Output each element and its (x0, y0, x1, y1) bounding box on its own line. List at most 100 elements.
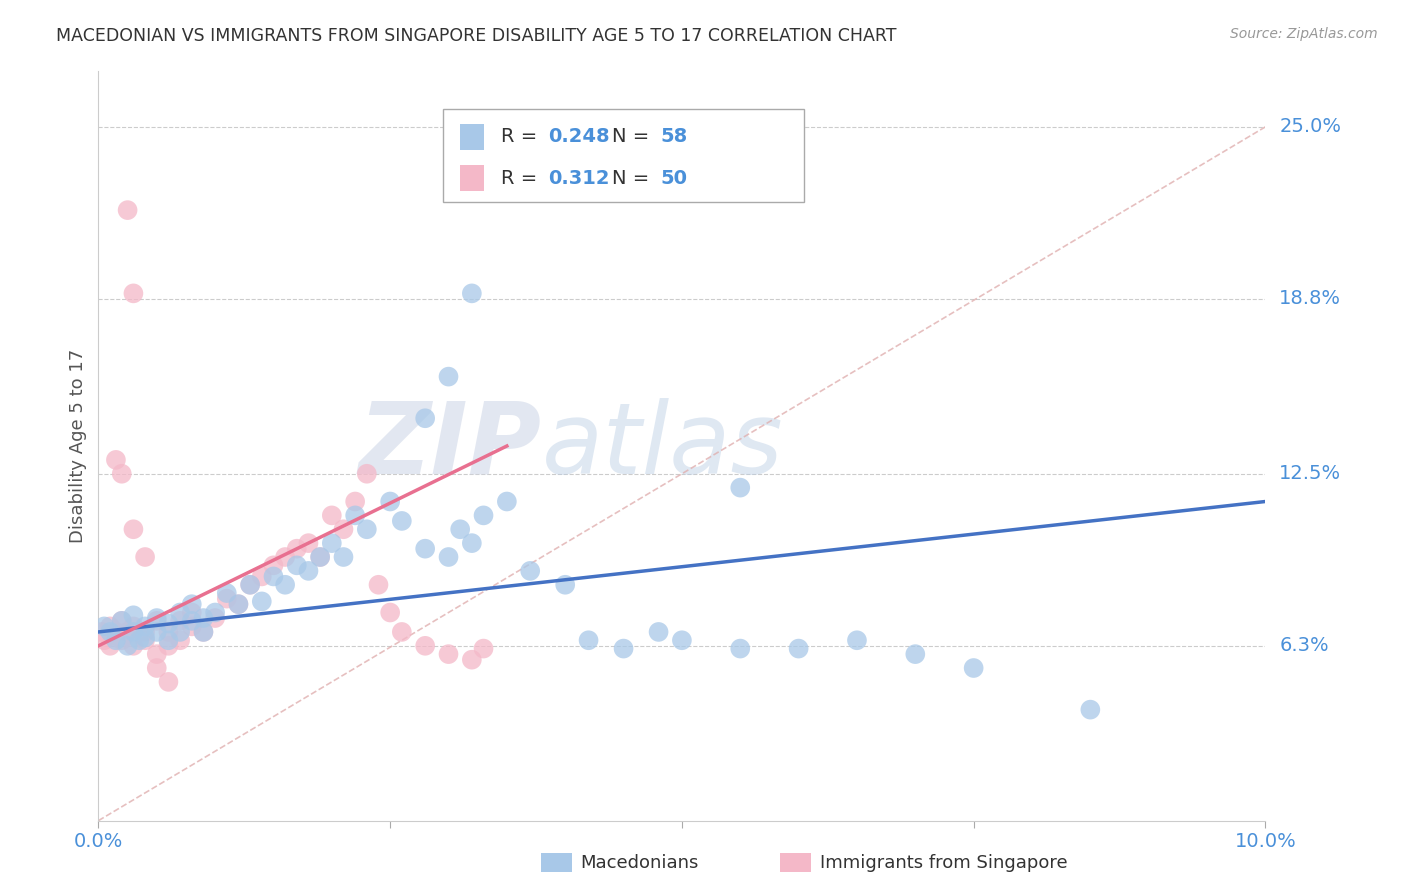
Point (146, 611, 169, 625)
Text: ZIP: ZIP (359, 398, 541, 494)
Point (146, 624, 169, 639)
Text: N =: N = (612, 128, 655, 146)
Point (157, 633, 180, 648)
Point (380, 494, 402, 508)
Point (157, 624, 180, 639)
Text: Immigrants from Singapore: Immigrants from Singapore (820, 854, 1067, 871)
Point (787, 641, 810, 656)
Bar (460, 165, 484, 191)
Point (578, 633, 600, 648)
Point (647, 624, 669, 639)
Point (285, 541, 308, 556)
Point (228, 597, 250, 611)
Point (262, 558, 284, 573)
Point (146, 661, 169, 675)
Point (846, 633, 869, 648)
Point (104, 633, 127, 648)
Point (274, 549, 297, 564)
Point (169, 614, 191, 628)
Y-axis label: Disability Age 5 to 17: Disability Age 5 to 17 (69, 349, 87, 543)
Point (250, 594, 273, 608)
Point (297, 536, 319, 550)
Point (169, 606, 191, 620)
Bar (460, 124, 484, 150)
Text: atlas: atlas (541, 398, 783, 494)
Point (461, 653, 484, 667)
Text: MACEDONIAN VS IMMIGRANTS FROM SINGAPORE DISABILITY AGE 5 TO 17 CORRELATION CHART: MACEDONIAN VS IMMIGRANTS FROM SINGAPORE … (56, 27, 897, 45)
Text: 58: 58 (661, 128, 688, 146)
Text: 0.248: 0.248 (548, 128, 609, 146)
Point (413, 411, 436, 425)
Point (274, 578, 297, 592)
Point (117, 639, 139, 653)
Point (904, 647, 927, 661)
Point (519, 564, 541, 578)
Text: R =: R = (501, 169, 544, 187)
Point (250, 569, 273, 583)
Text: Source: ZipAtlas.com: Source: ZipAtlas.com (1230, 27, 1378, 41)
Point (671, 633, 693, 648)
Point (98, 639, 121, 653)
Point (228, 597, 250, 611)
Point (98, 619, 121, 633)
Point (93, 633, 115, 648)
Point (309, 549, 332, 564)
Point (180, 597, 202, 611)
Point (122, 639, 145, 653)
Point (344, 508, 367, 523)
Point (169, 624, 191, 639)
Point (180, 619, 202, 633)
Point (104, 624, 127, 639)
Point (344, 494, 367, 508)
Point (134, 631, 156, 645)
Point (204, 606, 226, 620)
Point (297, 564, 319, 578)
Point (285, 558, 308, 573)
Point (90, 624, 112, 639)
Point (146, 647, 169, 661)
Point (321, 508, 343, 523)
Point (472, 641, 495, 656)
Point (332, 549, 354, 564)
Point (367, 578, 389, 592)
Point (262, 569, 284, 583)
Point (413, 541, 436, 556)
Point (193, 611, 215, 625)
Point (380, 606, 402, 620)
Point (321, 536, 343, 550)
Point (461, 286, 484, 301)
Point (193, 624, 215, 639)
Point (157, 616, 180, 631)
Point (111, 633, 134, 648)
Point (122, 624, 145, 639)
Text: 0.312: 0.312 (548, 169, 609, 187)
Point (215, 591, 238, 606)
Point (332, 522, 354, 536)
Text: 12.5%: 12.5% (1279, 464, 1341, 483)
Point (169, 633, 191, 648)
Text: 18.8%: 18.8% (1279, 289, 1341, 309)
Text: 6.3%: 6.3% (1279, 636, 1329, 656)
Point (356, 467, 378, 481)
Point (239, 578, 262, 592)
Text: R =: R = (501, 128, 544, 146)
Text: 25.0%: 25.0% (1279, 118, 1341, 136)
Point (730, 481, 752, 495)
Point (111, 614, 134, 628)
Point (128, 633, 150, 648)
Point (157, 674, 180, 689)
Point (461, 536, 484, 550)
Point (111, 467, 134, 481)
Point (180, 606, 202, 620)
Point (134, 549, 156, 564)
Point (117, 203, 139, 218)
Point (239, 578, 262, 592)
Point (554, 578, 576, 592)
Point (98, 624, 121, 639)
Point (122, 522, 145, 536)
Point (122, 619, 145, 633)
Point (472, 508, 495, 523)
Point (215, 586, 238, 600)
Point (413, 639, 436, 653)
Point (122, 286, 145, 301)
